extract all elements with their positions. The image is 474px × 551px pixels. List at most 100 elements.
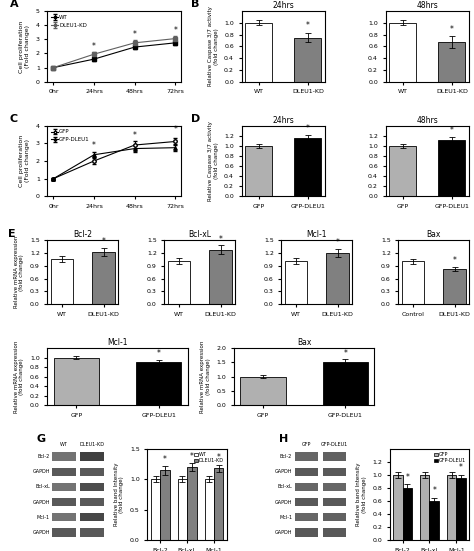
Y-axis label: Relative Caspase 3/7 activity
(fold change): Relative Caspase 3/7 activity (fold chan… bbox=[208, 121, 219, 201]
Bar bbox=[389, 146, 416, 196]
Text: *: * bbox=[92, 142, 96, 150]
Text: *: * bbox=[450, 126, 454, 134]
Text: D: D bbox=[191, 114, 201, 124]
Bar bbox=[160, 470, 170, 540]
Text: A: A bbox=[10, 0, 18, 9]
Title: 48hrs: 48hrs bbox=[417, 1, 438, 10]
Text: Bcl-2: Bcl-2 bbox=[280, 454, 292, 459]
Bar bbox=[214, 468, 223, 540]
Y-axis label: Relative Caspase 3/7 activity
(fold change): Relative Caspase 3/7 activity (fold chan… bbox=[208, 7, 219, 87]
Text: H: H bbox=[279, 434, 288, 444]
Bar bbox=[295, 483, 318, 491]
Text: GAPDH: GAPDH bbox=[32, 469, 50, 474]
Bar bbox=[52, 483, 75, 491]
Title: 24hrs: 24hrs bbox=[273, 116, 294, 125]
Text: *: * bbox=[405, 473, 410, 482]
Bar bbox=[438, 42, 465, 82]
Title: 24hrs: 24hrs bbox=[273, 1, 294, 10]
Text: E: E bbox=[9, 229, 16, 239]
Bar bbox=[443, 269, 466, 304]
Title: Bax: Bax bbox=[297, 338, 311, 347]
Text: *: * bbox=[92, 42, 96, 51]
Bar bbox=[323, 483, 346, 491]
Text: B: B bbox=[191, 0, 200, 9]
Title: Mcl-1: Mcl-1 bbox=[307, 230, 327, 239]
Text: *: * bbox=[306, 124, 310, 133]
Bar bbox=[81, 513, 104, 521]
Title: 48hrs: 48hrs bbox=[417, 116, 438, 125]
Text: *: * bbox=[450, 25, 454, 34]
Title: Bax: Bax bbox=[427, 230, 441, 239]
Bar bbox=[393, 475, 403, 540]
Text: C: C bbox=[10, 114, 18, 124]
Text: *: * bbox=[102, 237, 106, 246]
Text: GFP: GFP bbox=[301, 442, 311, 447]
Bar bbox=[52, 452, 75, 461]
Y-axis label: Cell proliferation
(Fold change): Cell proliferation (Fold change) bbox=[19, 135, 30, 187]
Bar bbox=[323, 452, 346, 461]
Bar bbox=[326, 253, 349, 304]
Y-axis label: Relative band Intensity
(fold change): Relative band Intensity (fold change) bbox=[356, 463, 366, 526]
Bar bbox=[246, 23, 273, 82]
Text: *: * bbox=[306, 21, 310, 30]
Text: *: * bbox=[157, 349, 161, 358]
Bar bbox=[92, 252, 115, 304]
Text: *: * bbox=[133, 30, 137, 39]
Bar bbox=[420, 475, 429, 540]
Text: *: * bbox=[133, 131, 137, 140]
Text: GAPDH: GAPDH bbox=[275, 500, 292, 505]
Text: *: * bbox=[217, 453, 220, 462]
Bar bbox=[136, 362, 182, 405]
Bar bbox=[187, 467, 197, 540]
Bar bbox=[323, 468, 346, 476]
Bar bbox=[295, 498, 318, 506]
Text: *: * bbox=[163, 455, 167, 463]
Legend: GFP, GFP-DLEU1: GFP, GFP-DLEU1 bbox=[433, 451, 467, 464]
Bar bbox=[438, 140, 465, 196]
Legend: WT, DLEU1-KD: WT, DLEU1-KD bbox=[192, 451, 225, 464]
Bar bbox=[81, 483, 104, 491]
Legend: WT, DLEU1-KD: WT, DLEU1-KD bbox=[50, 14, 88, 29]
Text: Mcl-1: Mcl-1 bbox=[36, 515, 50, 520]
Title: Bcl-xL: Bcl-xL bbox=[188, 230, 211, 239]
Title: Mcl-1: Mcl-1 bbox=[107, 338, 128, 347]
Legend: GFP, GFP-DLEU1: GFP, GFP-DLEU1 bbox=[50, 128, 91, 143]
Bar bbox=[52, 468, 75, 476]
Text: GAPDH: GAPDH bbox=[275, 469, 292, 474]
Text: Bcl-2: Bcl-2 bbox=[37, 454, 50, 459]
Text: *: * bbox=[173, 126, 177, 134]
Bar bbox=[284, 261, 308, 304]
Text: *: * bbox=[343, 349, 347, 358]
Text: DLEU1-KD: DLEU1-KD bbox=[80, 442, 105, 447]
Bar bbox=[81, 528, 104, 537]
Bar bbox=[52, 528, 75, 537]
Bar bbox=[151, 479, 160, 540]
Title: Bcl-2: Bcl-2 bbox=[73, 230, 92, 239]
Text: *: * bbox=[219, 235, 223, 244]
Bar bbox=[54, 358, 99, 405]
Bar bbox=[295, 513, 318, 521]
Text: Bcl-xL: Bcl-xL bbox=[35, 484, 50, 489]
Text: Bcl-xL: Bcl-xL bbox=[277, 484, 292, 489]
Bar bbox=[52, 498, 75, 506]
Y-axis label: Relative band Intensity
(fold change): Relative band Intensity (fold change) bbox=[114, 463, 124, 526]
Bar bbox=[240, 376, 285, 405]
Text: GAPDH: GAPDH bbox=[275, 530, 292, 535]
Text: WT: WT bbox=[60, 442, 68, 447]
Bar bbox=[323, 498, 346, 506]
Bar bbox=[81, 452, 104, 461]
Bar bbox=[295, 528, 318, 537]
Text: *: * bbox=[190, 452, 194, 461]
Text: *: * bbox=[453, 256, 456, 266]
Text: Mcl-1: Mcl-1 bbox=[279, 515, 292, 520]
Bar bbox=[403, 488, 412, 540]
Bar bbox=[323, 513, 346, 521]
Bar bbox=[323, 528, 346, 537]
Bar bbox=[246, 146, 273, 196]
Bar bbox=[209, 250, 232, 304]
Bar bbox=[389, 23, 416, 82]
Bar bbox=[401, 262, 424, 304]
Text: G: G bbox=[36, 434, 46, 444]
Bar bbox=[295, 468, 318, 476]
Bar bbox=[205, 479, 214, 540]
